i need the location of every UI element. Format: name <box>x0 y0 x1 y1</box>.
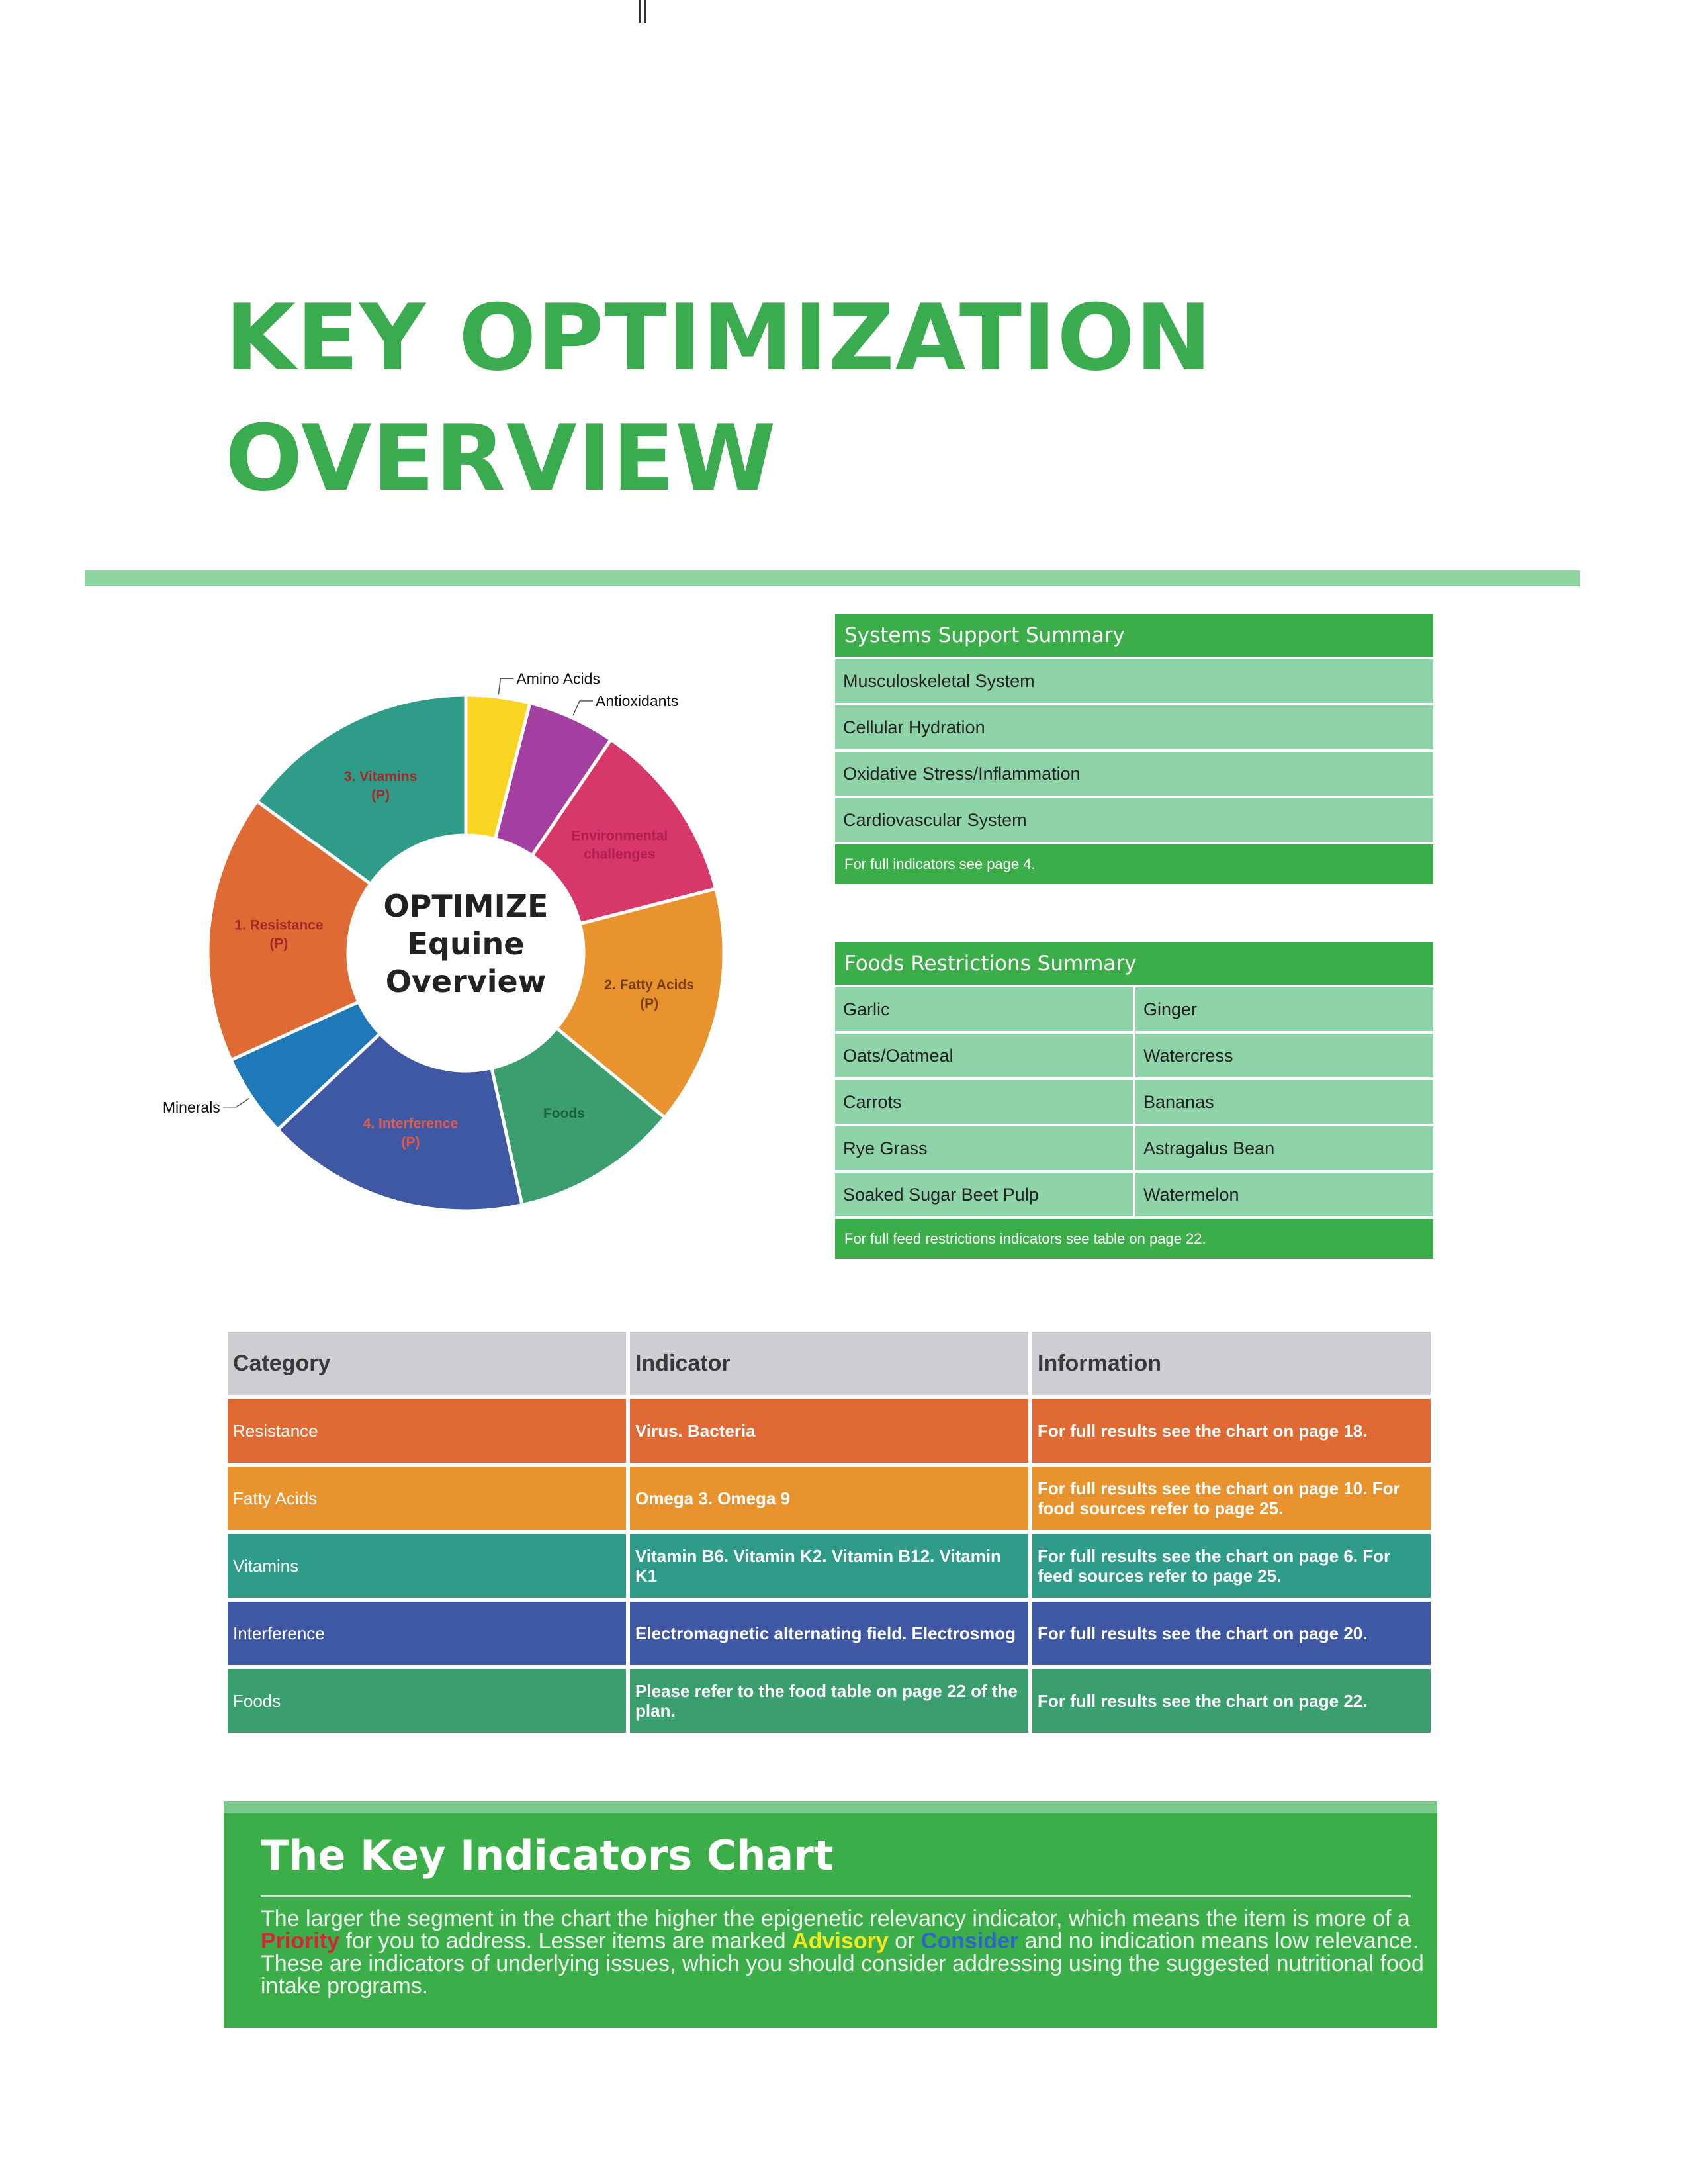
indicator-cell: Electromagnetic alternating field. Elect… <box>630 1602 1028 1665</box>
column-header-category: Category <box>228 1332 626 1395</box>
key-chart-title: The Key Indicators Chart <box>261 1831 834 1880</box>
foods-cell: Astragalus Bean <box>1133 1126 1433 1170</box>
key-chart-description: The larger the segment in the chart the … <box>261 1907 1425 1997</box>
consider-keyword: Consider <box>920 1929 1019 1954</box>
key-chart-divider <box>261 1895 1411 1897</box>
foods-cell: Rye Grass <box>843 1138 928 1158</box>
donut-center-line2: Equine <box>408 926 525 962</box>
key-text-part3: or <box>895 1929 915 1954</box>
foods-row: Rye Grass Astragalus Bean <box>835 1126 1433 1170</box>
key-text-part1: The larger the segment in the chart the … <box>261 1906 1410 1931</box>
category-cell: Vitamins <box>228 1534 626 1598</box>
optimize-donut-chart: Amino Acids Antioxidants Environmental chal… <box>163 670 726 1213</box>
donut-segment-label: Antioxidants <box>596 692 678 709</box>
key-indicators-table: Category Indicator Information Resistanc… <box>224 1328 1435 1737</box>
foods-row: Oats/Oatmeal Watercress <box>835 1034 1433 1077</box>
key-box-top-strip <box>224 1801 1437 1813</box>
foods-cell: Carrots <box>843 1092 902 1112</box>
foods-row: Soaked Sugar Beet Pulp Watermelon <box>835 1173 1433 1216</box>
donut-segment-label: Minerals <box>163 1099 220 1116</box>
category-cell: Foods <box>228 1669 626 1733</box>
systems-row: Oxidative Stress/Inflammation <box>835 752 1433 796</box>
foods-cell: Watermelon <box>1133 1173 1433 1216</box>
title-divider <box>85 570 1580 586</box>
foods-cell: Garlic <box>843 999 890 1019</box>
page-title-line1: KEY OPTIMIZATION <box>225 285 1213 391</box>
donut-segment-label: Amino Acids <box>516 670 600 687</box>
indicator-cell: Virus. Bacteria <box>630 1399 1028 1463</box>
indicator-cell: Vitamin B6. Vitamin K2. Vitamin B12. Vit… <box>630 1534 1028 1598</box>
page-title: KEY OPTIMIZATION OVERVIEW <box>225 278 1212 519</box>
foods-cell: Soaked Sugar Beet Pulp <box>843 1185 1039 1205</box>
foods-row: Garlic Ginger <box>835 987 1433 1031</box>
donut-leader-line <box>572 700 594 716</box>
donut-center-line3: Overview <box>386 964 546 999</box>
systems-row: Cellular Hydration <box>835 705 1433 749</box>
advisory-keyword: Advisory <box>792 1929 889 1954</box>
foods-restrictions-summary: Foods Restrictions Summary Garlic Ginger… <box>835 942 1433 1259</box>
scan-mark <box>639 0 646 23</box>
key-text-part2: for you to address. Lesser items are mar… <box>345 1929 786 1954</box>
information-cell: For full results see the chart on page 2… <box>1032 1669 1431 1733</box>
indicator-cell: Please refer to the food table on page 2… <box>630 1669 1028 1733</box>
page-title-line2: OVERVIEW <box>225 405 777 512</box>
donut-segment-label: 4. Interference (P) <box>363 1116 459 1150</box>
column-header-information: Information <box>1032 1332 1431 1395</box>
category-cell: Interference <box>228 1602 626 1665</box>
foods-summary-header: Foods Restrictions Summary <box>835 942 1433 985</box>
key-indicators-chart-box: The Key Indicators Chart The larger the … <box>224 1801 1437 2028</box>
table-header-row: Category Indicator Information <box>228 1332 1431 1395</box>
donut-segment-label: 3. Vitamins (P) <box>344 769 418 803</box>
foods-summary-footer: For full feed restrictions indicators se… <box>835 1219 1433 1259</box>
foods-cell: Ginger <box>1133 987 1433 1031</box>
foods-cell: Bananas <box>1133 1080 1433 1124</box>
donut-labels: Amino Acids Antioxidants Environmental chal… <box>163 670 694 1150</box>
information-cell: For full results see the chart on page 2… <box>1032 1602 1431 1665</box>
donut-leader-line <box>222 1097 250 1108</box>
donut-hole <box>348 835 584 1071</box>
table-row: Foods Please refer to the food table on … <box>228 1669 1431 1733</box>
information-cell: For full results see the chart on page 1… <box>1032 1467 1431 1530</box>
table-row: Resistance Virus. Bacteria For full resu… <box>228 1399 1431 1463</box>
table-row: Vitamins Vitamin B6. Vitamin K2. Vitamin… <box>228 1534 1431 1598</box>
donut-segment-label: 2. Fatty Acids (P) <box>604 978 694 1011</box>
foods-cell: Oats/Oatmeal <box>843 1046 954 1066</box>
systems-summary-footer: For full indicators see page 4. <box>835 844 1433 884</box>
donut-segment-label: Environmental challenges <box>571 829 668 862</box>
donut-center-line1: OPTIMIZE <box>384 888 549 924</box>
information-cell: For full results see the chart on page 1… <box>1032 1399 1431 1463</box>
systems-summary-header: Systems Support Summary <box>835 614 1433 657</box>
table-row: Fatty Acids Omega 3. Omega 9 For full re… <box>228 1467 1431 1530</box>
donut-leader-line <box>498 678 514 695</box>
table-row: Interference Electromagnetic alternating… <box>228 1602 1431 1665</box>
category-cell: Resistance <box>228 1399 626 1463</box>
donut-segment-label: 1. Resistance (P) <box>234 917 323 951</box>
foods-row: Carrots Bananas <box>835 1080 1433 1124</box>
systems-row: Musculoskeletal System <box>835 659 1433 703</box>
priority-keyword: Priority <box>261 1929 340 1954</box>
category-cell: Fatty Acids <box>228 1467 626 1530</box>
information-cell: For full results see the chart on page 6… <box>1032 1534 1431 1598</box>
foods-cell: Watercress <box>1133 1034 1433 1077</box>
indicator-cell: Omega 3. Omega 9 <box>630 1467 1028 1530</box>
donut-segment-label: Foods <box>543 1106 585 1121</box>
systems-row: Cardiovascular System <box>835 798 1433 842</box>
column-header-indicator: Indicator <box>630 1332 1028 1395</box>
systems-support-summary: Systems Support Summary Musculoskeletal … <box>835 614 1433 884</box>
key-text-part4: and no indication means low relevance. T… <box>261 1929 1424 1999</box>
